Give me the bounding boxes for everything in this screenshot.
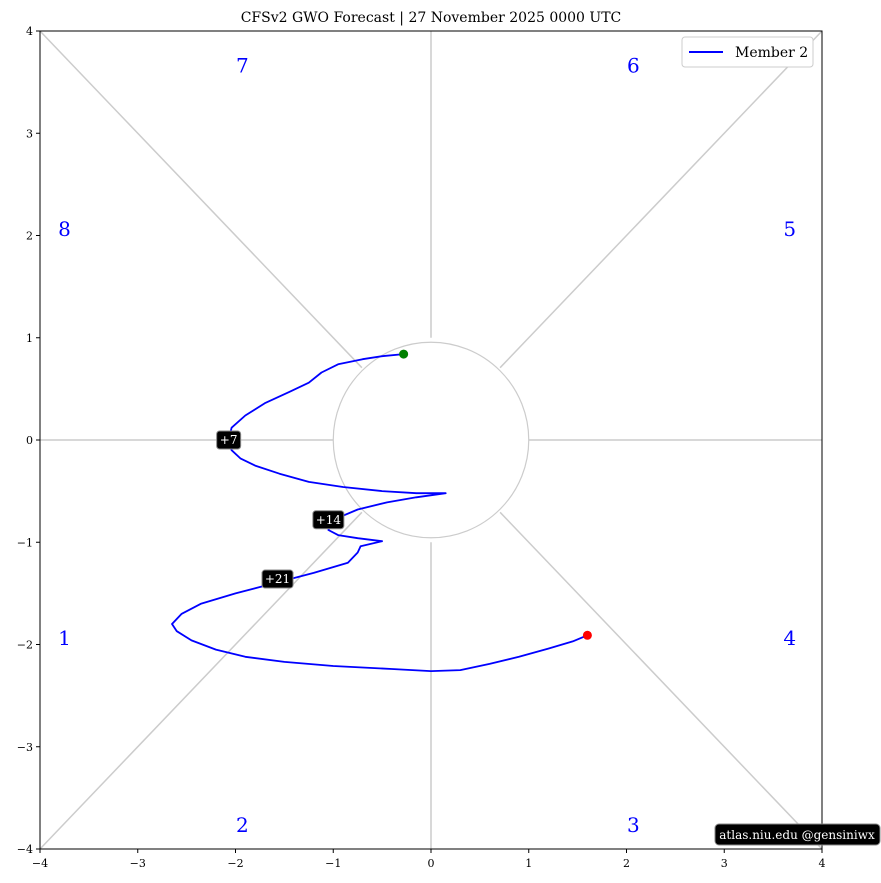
x-tick-label: −4 — [32, 857, 48, 870]
y-tick-label: −1 — [17, 536, 33, 549]
phase-label-2: 2 — [236, 813, 249, 837]
plot-area: 1 2 3 4 5 6 7 8 +7 +14 +21 −4 −3 −2 −1 0 1 2 3 4 −4 −3 −2 −1 0 1 2… — [17, 25, 826, 870]
credit-box — [714, 823, 881, 846]
y-tick-label: −4 — [17, 843, 33, 856]
day-label-box — [261, 569, 294, 589]
divider-diag-ne — [499, 30, 823, 369]
day-label: +7 — [220, 433, 238, 447]
series-line-1 — [171, 353, 588, 672]
y-tick-label: 4 — [26, 25, 33, 38]
divider-diag-sw — [39, 511, 363, 850]
x-tick-label: 0 — [428, 857, 435, 870]
phase-label-6: 6 — [627, 53, 640, 77]
y-tick-label: 0 — [26, 434, 33, 447]
legend-box — [681, 36, 814, 68]
y-tick-label: 1 — [26, 332, 33, 345]
x-tick-label: −1 — [325, 857, 341, 870]
day-label: +21 — [265, 572, 290, 586]
y-tick-label: −3 — [17, 741, 33, 754]
x-tick-label: 4 — [819, 857, 826, 870]
day-label: +14 — [316, 513, 342, 527]
phase-label-3: 3 — [627, 813, 640, 837]
phase-label-5: 5 — [783, 217, 796, 241]
credit-text: atlas.niu.edu @gensiniwx — [719, 828, 875, 842]
day-label-box — [216, 430, 242, 450]
end-point-marker — [582, 630, 592, 640]
y-tick-label: 3 — [26, 127, 33, 140]
x-tick-label: 2 — [623, 857, 630, 870]
phase-label-4: 4 — [783, 626, 796, 650]
x-tick-label: −3 — [130, 857, 146, 870]
credit-badge: atlas.niu.edu @gensiniwx — [714, 823, 881, 846]
legend-label: Member 2 — [735, 45, 808, 61]
legend: Member 2 — [681, 36, 814, 68]
divider-diag-se — [499, 511, 823, 850]
x-tick-label: 3 — [721, 857, 728, 870]
y-tick-label: 2 — [26, 230, 33, 243]
x-tick-label: 1 — [525, 857, 532, 870]
day-label-box — [312, 510, 345, 530]
phase-label-7: 7 — [236, 53, 249, 77]
y-tick-label: −2 — [17, 639, 33, 652]
x-tick-label: −2 — [227, 857, 243, 870]
start-point-marker — [399, 349, 409, 359]
divider-diag-nw — [39, 30, 363, 369]
reference-circle — [332, 341, 530, 539]
chart-title: CFSv2 GWO Forecast | 27 November 2025 00… — [241, 10, 622, 26]
phase-label-1: 1 — [58, 626, 71, 650]
phase-label-8: 8 — [58, 217, 71, 241]
